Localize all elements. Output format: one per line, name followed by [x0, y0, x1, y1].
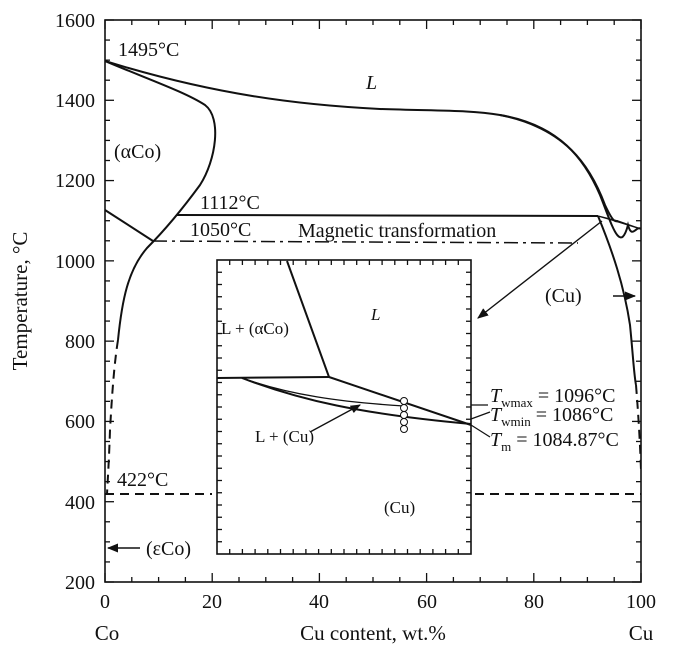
allotropic-temperature-label: 422°C: [117, 469, 168, 491]
inset-diagram: L L + (αCo) L + (Cu) (Cu): [216, 259, 472, 555]
sample-point: [400, 404, 408, 412]
x-tick-label: 40: [309, 591, 329, 613]
inset-ticks: [217, 260, 471, 554]
inset-l-cu-label: L + (Cu): [255, 427, 314, 446]
y-tick-label: 200: [65, 572, 95, 594]
x-axis-end-label-cu: Cu: [629, 621, 654, 645]
sample-point: [400, 425, 408, 433]
co-solvus-line: [105, 209, 154, 242]
inset-l-alpha-co-label: L + (αCo): [221, 319, 289, 338]
readout-t-wmin: Twmin = 1086°C: [490, 404, 613, 429]
x-axis-title: Cu content, wt.%: [300, 621, 446, 645]
inset-liquidus-line: [286, 260, 330, 378]
sample-point: [400, 397, 408, 405]
peritectic-line: [176, 214, 599, 217]
y-tick-label: 600: [65, 411, 95, 433]
x-tick-label: 80: [524, 591, 544, 613]
cu-solidus-curve: [597, 215, 637, 386]
magnetic-temperature-label: 1050°C: [190, 219, 251, 241]
x-axis-end-label-co: Co: [95, 621, 120, 645]
arrows: [106, 220, 637, 553]
inset-sample-points: [400, 397, 408, 433]
y-tick-label: 800: [65, 331, 95, 353]
peritectic-temperature-label: 1112°C: [200, 192, 260, 214]
sample-point: [400, 418, 408, 426]
arrow-to-inset: [477, 220, 603, 319]
x-tick-label: 20: [202, 591, 222, 613]
y-tick-label: 1600: [55, 10, 95, 32]
phase-boundaries: [105, 60, 641, 495]
leader-line: [470, 424, 491, 438]
alpha-co-solvus-dashed: [106, 339, 119, 495]
inset-liquid-label: L: [370, 305, 380, 324]
y-axis-title: Temperature, °C: [8, 232, 32, 371]
y-tick-labels: 200 400 600 800 1000 1200 1400 1600: [55, 10, 95, 594]
y-tick-label: 1400: [55, 90, 95, 112]
inset-arrow: [309, 404, 361, 433]
inset-lower-solidus: [241, 377, 472, 425]
co-melting-temperature-label: 1495°C: [118, 39, 179, 61]
alpha-co-region-label: (αCo): [114, 141, 161, 163]
readout-t-wmax: Twmax = 1096°C: [490, 385, 616, 410]
copper-region-label: (Cu): [545, 285, 582, 307]
leader-line: [470, 411, 491, 420]
readout-t-m: Tm = 1084.87°C: [490, 429, 619, 454]
liquid-region-label: L: [365, 72, 377, 94]
temperature-readouts: Twmax = 1096°C Twmin = 1086°C Tm = 1084.…: [470, 385, 619, 454]
y-tick-label: 1000: [55, 251, 95, 273]
inset-cu-label: (Cu): [384, 498, 415, 517]
magnetic-transformation-label: Magnetic transformation: [298, 220, 496, 242]
x-tick-label: 60: [417, 591, 437, 613]
inset-peritectic-line: [216, 376, 330, 379]
epsilon-co-region-label: (εCo): [146, 538, 191, 560]
x-tick-label: 100: [626, 591, 656, 613]
x-tick-label: 0: [100, 591, 110, 613]
liquidus-tail-curve: [499, 114, 619, 223]
x-tick-labels: 0 20 40 60 80 100: [100, 591, 656, 613]
alpha-co-solidus-curve: [105, 60, 217, 341]
y-tick-label: 1200: [55, 170, 95, 192]
axis-ticks: [104, 19, 642, 583]
cu-solvus-dashed: [635, 384, 641, 471]
peritectic-wedge: [597, 215, 641, 230]
sample-point: [400, 411, 408, 419]
y-tick-label: 400: [65, 492, 95, 514]
magnetic-transformation-line: [152, 240, 579, 244]
